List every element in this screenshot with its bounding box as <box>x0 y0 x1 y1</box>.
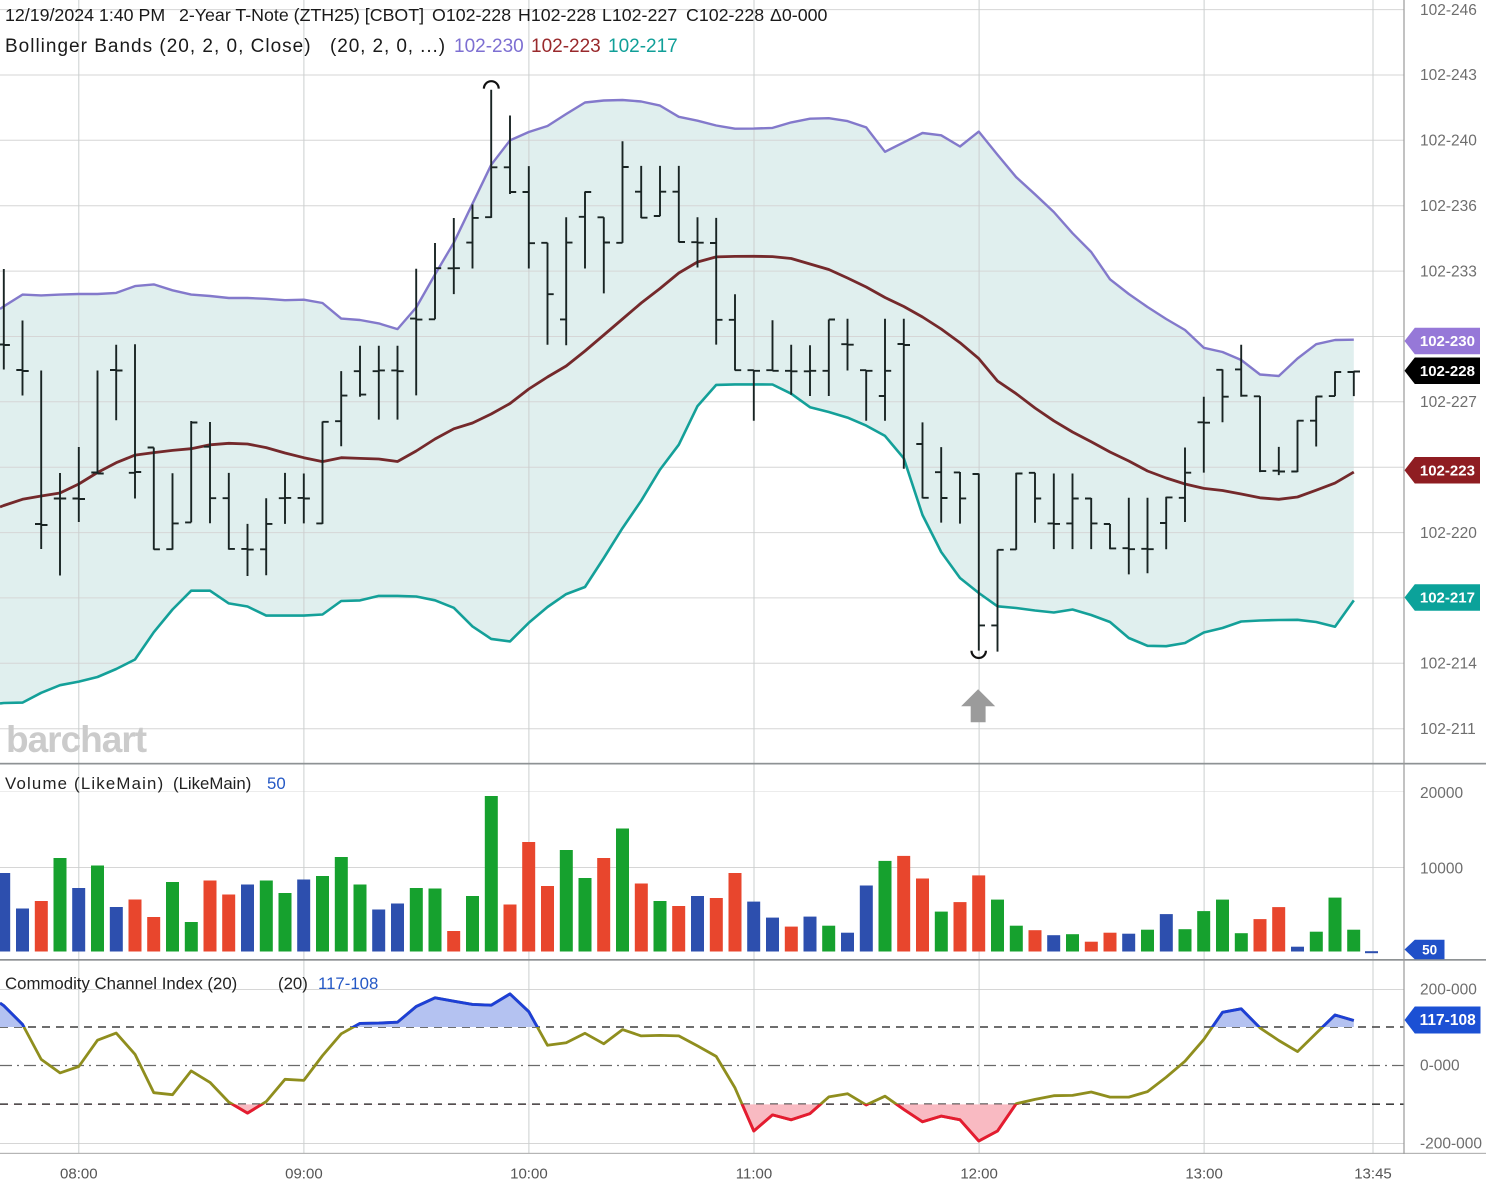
svg-text:11:00: 11:00 <box>736 1166 772 1183</box>
svg-text:Bollinger Bands (20, 2, 0, Clo: Bollinger Bands (20, 2, 0, Close) (20, 2,… <box>5 36 678 57</box>
svg-text:102-246: 102-246 <box>1420 2 1477 19</box>
svg-text:102-214: 102-214 <box>1420 656 1477 673</box>
svg-text:102-236: 102-236 <box>1420 198 1477 215</box>
svg-text:102-240: 102-240 <box>1420 133 1477 150</box>
svg-text:102-217: 102-217 <box>1420 590 1475 607</box>
svg-text:0-000: 0-000 <box>1420 1058 1460 1075</box>
svg-text:102-211: 102-211 <box>1420 721 1476 738</box>
svg-text:barchart: barchart <box>6 719 147 760</box>
svg-text:117-108: 117-108 <box>1420 1012 1476 1029</box>
svg-text:20000: 20000 <box>1420 785 1463 802</box>
svg-text:102-230: 102-230 <box>1420 333 1475 350</box>
svg-text:-200-000: -200-000 <box>1420 1136 1482 1153</box>
svg-text:12/19/2024 1:40 PM2-Year T-Not: 12/19/2024 1:40 PM 2-Year T-Note (ZTH25) … <box>5 5 827 25</box>
svg-text:Volume (LikeMain)(LikeMain)50: Volume (LikeMain) (LikeMain) 50 <box>5 774 286 793</box>
svg-text:09:00: 09:00 <box>285 1166 323 1183</box>
svg-text:10000: 10000 <box>1420 861 1463 878</box>
svg-text:102-227: 102-227 <box>1420 394 1477 411</box>
svg-text:102-233: 102-233 <box>1420 263 1477 280</box>
svg-text:200-000: 200-000 <box>1420 982 1477 999</box>
svg-text:102-228: 102-228 <box>1420 363 1475 380</box>
svg-text:Commodity Channel Index (20)(2: Commodity Channel Index (20) (20) 117-108 <box>5 974 378 993</box>
svg-text:102-220: 102-220 <box>1420 525 1477 542</box>
svg-text:10:00: 10:00 <box>510 1166 548 1183</box>
svg-text:12:00: 12:00 <box>960 1166 998 1183</box>
svg-text:13:00: 13:00 <box>1185 1166 1223 1183</box>
svg-text:102-223: 102-223 <box>1420 463 1475 480</box>
svg-text:102-243: 102-243 <box>1420 67 1477 84</box>
svg-text:08:00: 08:00 <box>60 1166 98 1183</box>
svg-text:50: 50 <box>1422 943 1437 958</box>
svg-text:13:45: 13:45 <box>1354 1166 1392 1183</box>
